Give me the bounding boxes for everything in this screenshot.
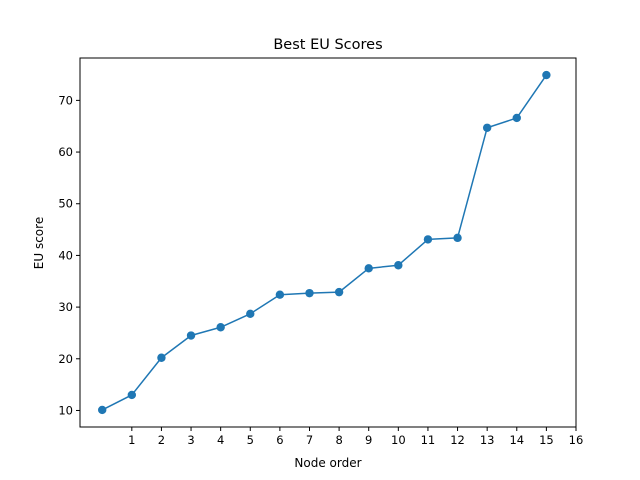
- x-tick-label: 5: [247, 433, 254, 447]
- series-polyline: [101, 74, 548, 411]
- x-tick-label: 9: [365, 433, 372, 447]
- data-point: [542, 70, 551, 80]
- plot-area: [79, 57, 577, 428]
- y-tick-label: 70: [58, 93, 73, 107]
- data-point: [482, 123, 492, 132]
- x-tick-label: 6: [276, 433, 283, 447]
- data-point: [186, 331, 196, 340]
- x-tick-label: 2: [158, 433, 165, 447]
- data-point: [334, 287, 344, 297]
- x-axis-label: Node order: [294, 456, 361, 470]
- y-axis: 10 20 30 40 50 60 70: [58, 93, 80, 417]
- y-tick-label: 20: [58, 352, 73, 366]
- y-tick-label: 60: [58, 145, 73, 159]
- data-point: [127, 390, 137, 400]
- x-tick-label: 3: [187, 433, 194, 447]
- data-point: [98, 405, 107, 415]
- y-tick-label: 10: [58, 403, 73, 417]
- data-point: [246, 309, 255, 319]
- chart-title: Best EU Scores: [273, 37, 382, 53]
- y-axis-label: EU score: [32, 217, 46, 269]
- data-point: [305, 288, 314, 298]
- data-point: [364, 264, 373, 273]
- x-tick-label: 12: [450, 433, 465, 447]
- y-tick-label: 30: [58, 300, 73, 314]
- data-point: [453, 233, 462, 243]
- x-tick-label: 7: [306, 433, 313, 447]
- series-line: [98, 70, 551, 415]
- x-axis: 1 2 3 4 5 6 7 8 9 10 11 12 13 14 15 16: [128, 427, 583, 447]
- data-point: [423, 235, 433, 244]
- data-point: [394, 261, 403, 270]
- x-tick-label: 16: [569, 433, 584, 447]
- data-point: [275, 290, 285, 299]
- x-tick-label: 13: [480, 433, 495, 447]
- x-tick-label: 4: [217, 433, 224, 447]
- data-point: [216, 323, 225, 332]
- x-tick-label: 1: [128, 433, 135, 447]
- data-point: [512, 113, 521, 123]
- data-point: [157, 353, 166, 362]
- x-tick-label: 10: [391, 433, 406, 447]
- x-tick-label: 15: [539, 433, 554, 447]
- plot-frame: [79, 57, 577, 428]
- x-tick-label: 14: [509, 433, 524, 447]
- x-tick-label: 8: [335, 433, 342, 447]
- y-tick-label: 50: [58, 197, 73, 211]
- y-tick-label: 40: [58, 248, 73, 262]
- x-tick-label: 11: [421, 433, 436, 447]
